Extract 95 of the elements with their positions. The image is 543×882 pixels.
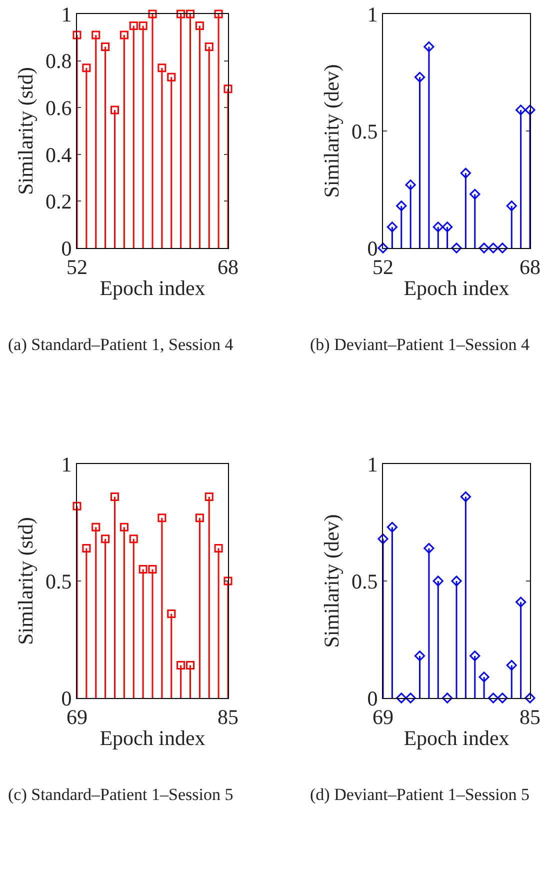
point [224, 576, 232, 586]
point [204, 492, 214, 502]
point [82, 544, 91, 552]
point [72, 502, 82, 510]
point [110, 492, 119, 502]
y-tick-label: 0.2 [46, 190, 72, 214]
y-tick-label: 0.5 [352, 119, 378, 144]
point [195, 514, 204, 522]
point [470, 650, 480, 662]
point [158, 64, 166, 72]
text: (c) Standard–Patient 1–Session 5 [8, 784, 234, 806]
point [506, 200, 517, 212]
point [186, 660, 194, 670]
point [516, 104, 526, 116]
point [396, 692, 407, 704]
point [516, 596, 526, 608]
point [167, 610, 176, 618]
x-axis-title: Epoch index [404, 276, 510, 300]
y-tick-label: 1 [61, 2, 72, 26]
point [405, 692, 416, 704]
point [478, 672, 490, 682]
point [378, 534, 388, 544]
y-tick-label: 0.4 [46, 142, 72, 167]
x-tick-label: 68 [520, 255, 540, 280]
point [432, 576, 444, 586]
point [424, 542, 434, 554]
y-tick-label: 0.5 [46, 569, 72, 594]
point [506, 660, 517, 671]
x-tick-label: 85 [520, 705, 540, 730]
y-tick-label: 0.5 [352, 569, 378, 594]
point [451, 576, 462, 586]
point [214, 10, 223, 18]
point [158, 514, 166, 522]
point [378, 242, 388, 254]
point [120, 522, 128, 532]
point [396, 200, 407, 212]
point [138, 565, 148, 574]
point [424, 41, 434, 52]
x-tick-label: 68 [218, 255, 238, 280]
point [524, 692, 536, 704]
point [478, 242, 490, 254]
point [214, 544, 223, 552]
point [386, 522, 398, 532]
point [72, 30, 82, 40]
y-axis-title: Similarity (dev) [320, 64, 344, 198]
point [442, 222, 453, 232]
y-tick-label: 1 [367, 2, 378, 26]
y-axis-title: Similarity (std) [14, 517, 38, 645]
point [129, 21, 138, 30]
text: (a) Standard–Patient 1, Session 4 [8, 334, 234, 356]
point [120, 30, 128, 40]
point [386, 222, 398, 232]
x-axis-title: Epoch index [100, 276, 206, 300]
y-axis-title: Similarity (std) [14, 67, 38, 195]
point [451, 242, 462, 254]
point [432, 222, 444, 232]
point [460, 168, 471, 178]
point [129, 534, 138, 544]
x-tick-label: 85 [218, 705, 238, 730]
point [92, 522, 100, 532]
point [405, 180, 416, 190]
y-tick-label: 1 [61, 452, 72, 476]
y-axis-title: Similarity (dev) [320, 514, 344, 648]
text: (d) Deviant–Patient 1–Session 5 [310, 784, 531, 806]
point [110, 106, 119, 114]
point [101, 42, 110, 52]
y-tick-label: 0.8 [46, 49, 72, 74]
point [186, 10, 194, 18]
point [176, 10, 186, 18]
point [442, 692, 453, 704]
point [488, 242, 499, 254]
point [195, 21, 204, 30]
x-axis-title: Epoch index [404, 726, 510, 750]
point [167, 72, 176, 82]
point [204, 42, 214, 52]
point [524, 104, 536, 116]
point [460, 491, 471, 502]
point [497, 692, 508, 704]
point [488, 692, 499, 704]
point [148, 10, 157, 18]
point [101, 534, 110, 544]
point [470, 188, 480, 200]
point [138, 21, 148, 30]
point [224, 84, 232, 94]
point [148, 565, 157, 574]
point [414, 72, 426, 82]
y-tick-label: 1 [367, 452, 378, 476]
point [92, 30, 100, 40]
text: (b) Deviant–Patient 1–Session 4 [310, 334, 531, 356]
point [414, 650, 426, 662]
point [497, 242, 508, 254]
x-axis-title: Epoch index [100, 726, 206, 750]
point [82, 64, 91, 72]
y-tick-label: 0.6 [46, 96, 72, 120]
point [176, 660, 186, 670]
